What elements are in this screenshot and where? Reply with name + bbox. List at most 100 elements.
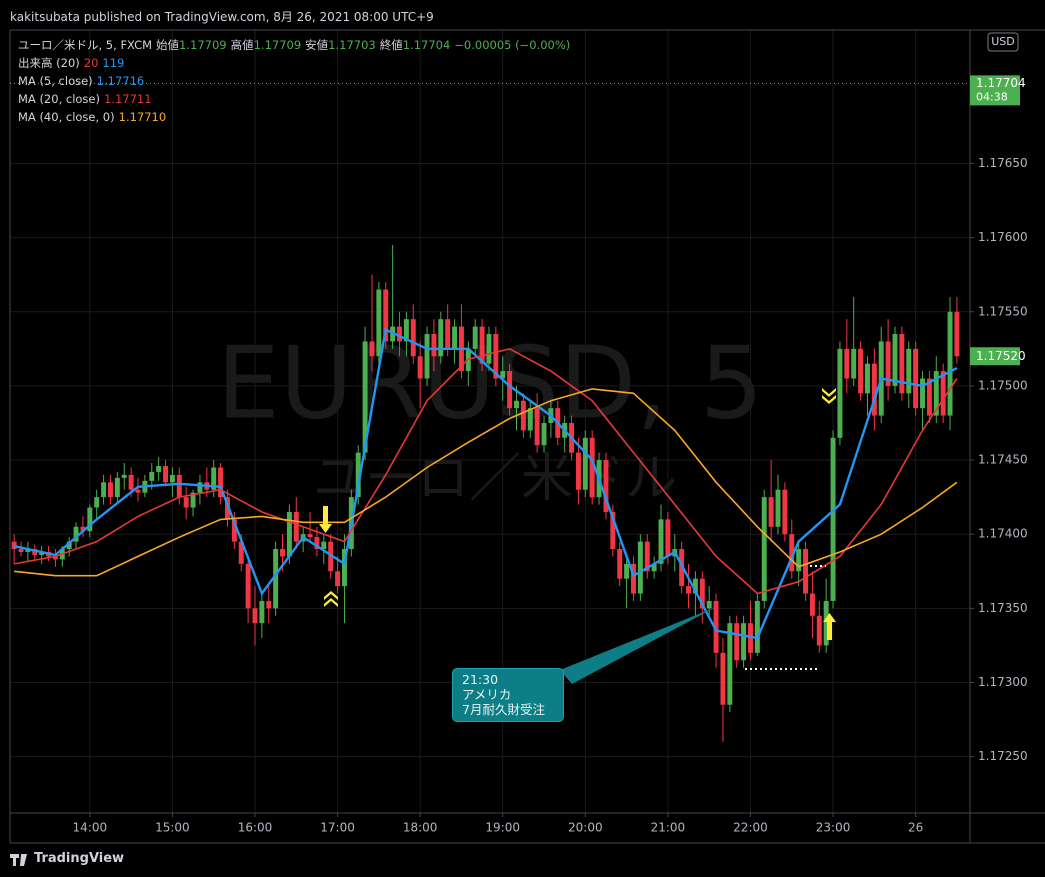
ohlc-value: 1.17704	[402, 38, 451, 52]
ohlc-label: 終値	[379, 38, 403, 52]
candle-body	[603, 460, 609, 512]
candle-body	[362, 341, 368, 453]
legend: ユーロ／米ドル, 5, FXCM 始値1.17709 高値1.17709 安値1.17…	[18, 36, 574, 126]
candle-body	[197, 482, 203, 493]
candle-body	[252, 608, 258, 624]
y-tick-label: 1.17650	[978, 156, 1028, 170]
candle-body	[39, 552, 45, 555]
x-tick-label: 26	[908, 821, 923, 835]
candle-body	[920, 378, 925, 409]
plot	[11, 245, 960, 742]
candle-body	[713, 600, 719, 653]
candle-body	[424, 334, 430, 379]
candle-body	[500, 371, 506, 379]
candle-body	[224, 497, 230, 520]
candle-body	[238, 541, 244, 564]
x-tick-label: 19:00	[485, 821, 520, 835]
candle-body	[830, 437, 836, 601]
footer: TradingView	[34, 851, 125, 866]
ohlc-change: −0.00005 (−0.00%)	[454, 38, 571, 52]
legend-entry: MA (20, close)	[18, 92, 100, 106]
candle-body	[438, 319, 444, 357]
candle-body	[954, 311, 960, 357]
candle-body	[52, 556, 58, 560]
candle-body	[321, 541, 327, 550]
candle-body	[885, 341, 891, 386]
volume-name: 出来高 (20)	[18, 56, 80, 70]
candle-body	[445, 319, 451, 349]
candle-body	[121, 474, 127, 478]
candle-body	[864, 363, 870, 394]
candle-body	[747, 623, 753, 653]
candle-body	[644, 541, 650, 572]
candle-body	[803, 549, 809, 594]
candle-body	[190, 492, 196, 508]
ma-line	[13, 327, 958, 640]
candle-body	[631, 563, 636, 594]
candle-body	[527, 408, 533, 431]
currency-box[interactable]	[987, 32, 1019, 52]
legend-value: 1.17711	[103, 92, 152, 106]
legend-symbol: ユーロ／米ドル, 5, FXCM	[18, 38, 153, 52]
candle-body	[259, 600, 265, 624]
ohlc-label: 始値	[156, 38, 180, 52]
candle-body	[692, 578, 698, 594]
candle-body	[183, 497, 189, 508]
candle-body	[741, 623, 747, 661]
candle-body	[369, 341, 375, 357]
grid	[10, 30, 970, 813]
candle-body	[231, 519, 237, 542]
ma-line	[14, 388, 958, 577]
y-tick-label: 1.17400	[978, 527, 1028, 541]
markers	[319, 388, 836, 640]
y-tick-label: 1.17450	[978, 453, 1028, 467]
ohlc-value: 1.17703	[328, 38, 376, 52]
candle-body	[383, 289, 389, 342]
y-tick-label: 1.17350	[978, 601, 1028, 615]
volume-value: 119	[102, 56, 125, 70]
candle-body	[624, 563, 630, 579]
candle-body	[514, 400, 519, 409]
candle-body	[431, 334, 437, 357]
ohlc-value: 1.17709	[179, 38, 227, 52]
candle-body	[892, 334, 898, 386]
ohlc-value: 1.17709	[253, 38, 302, 52]
candle-body	[486, 334, 492, 364]
candle-body	[169, 474, 175, 483]
legend-row: MA (40, close, 0) 1.17710	[18, 108, 574, 126]
chevron-up	[324, 591, 338, 607]
candle-body	[280, 549, 285, 557]
candle-body	[328, 541, 334, 572]
candle-body	[479, 326, 485, 364]
candle-body	[286, 511, 292, 557]
candle-body	[699, 578, 705, 609]
legend-row: MA (5, close) 1.17716	[18, 72, 574, 90]
x-tick-label: 17:00	[320, 821, 355, 835]
arrow-down	[319, 506, 332, 533]
candle-body	[32, 549, 38, 555]
candle-body	[658, 519, 664, 564]
candle-body	[871, 363, 877, 416]
candle-body	[452, 326, 458, 349]
candle-body	[101, 482, 107, 498]
currency[interactable]: USD	[991, 35, 1015, 48]
annotation-line: アメリカ	[462, 687, 512, 702]
candle-body	[637, 541, 643, 594]
y-tick-label: 1.17300	[978, 675, 1028, 689]
y-tick-label: 1.17550	[978, 304, 1028, 318]
candle-body	[947, 311, 953, 416]
candle-body	[754, 600, 760, 653]
candle-body	[541, 422, 547, 446]
candle-body	[761, 497, 767, 601]
candle-body	[18, 549, 24, 552]
legend-entry: MA (5, close)	[18, 74, 93, 88]
candle-body	[816, 615, 822, 646]
candle-body	[940, 371, 946, 416]
candle-body	[273, 549, 279, 609]
candle-body	[107, 482, 113, 498]
candle-body	[899, 334, 905, 394]
price-label: 1.17704	[976, 76, 1026, 90]
x-tick-label: 21:00	[651, 821, 686, 835]
candle-body	[493, 334, 499, 379]
candle-body	[913, 348, 919, 409]
